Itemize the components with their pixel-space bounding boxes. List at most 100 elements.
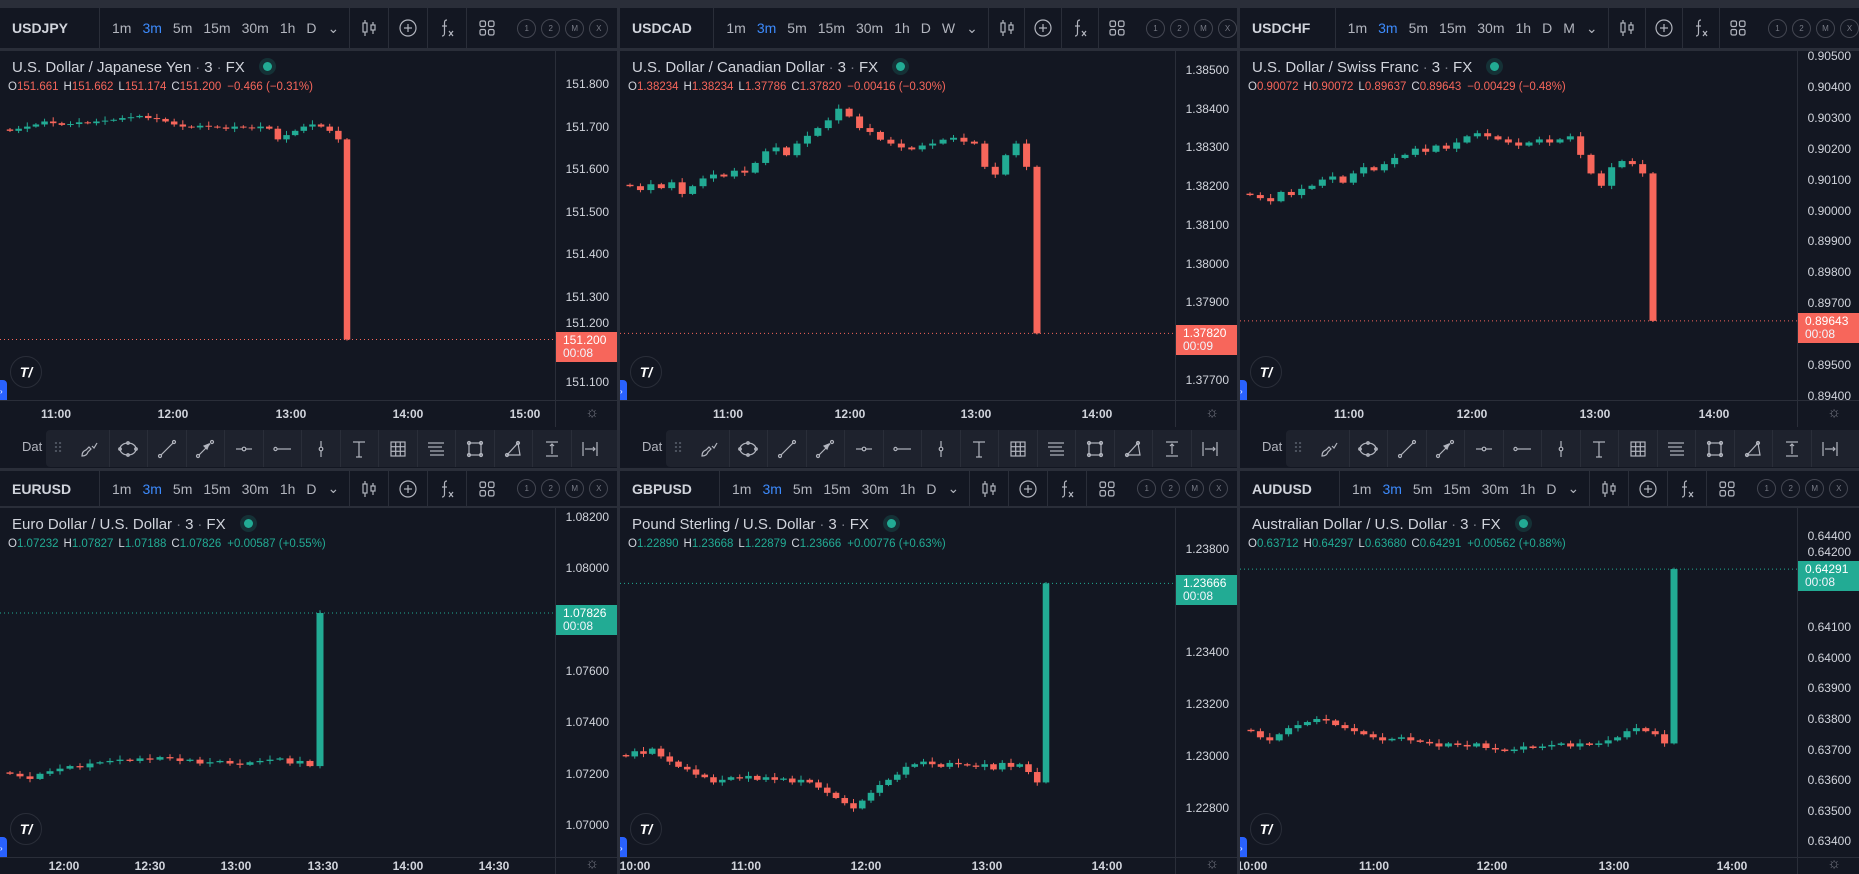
sync-button-2[interactable]: 2 (541, 479, 561, 498)
interval-15m[interactable]: 15m (823, 480, 851, 497)
expand-left-handle[interactable]: › (0, 837, 7, 857)
sync-button-m[interactable]: M (1805, 479, 1825, 498)
interval-30m[interactable]: 30m (241, 20, 269, 36)
symbol-search-button[interactable]: EURUSD (0, 471, 100, 506)
drag-handle-icon[interactable]: ⠿ (672, 440, 684, 456)
interval-D[interactable]: D (1542, 20, 1553, 36)
sync-button-2[interactable]: 2 (1792, 18, 1811, 38)
drawing-tool-gann-grid[interactable] (998, 430, 1037, 467)
interval-3m[interactable]: 3m (1378, 20, 1398, 36)
sync-button-1[interactable]: 1 (517, 479, 537, 498)
interval-3m[interactable]: 3m (142, 480, 162, 497)
drawing-tool-ellipse[interactable] (108, 430, 148, 467)
drawing-tool-gann-grid[interactable] (378, 430, 417, 467)
sync-button-2[interactable]: 2 (1781, 479, 1801, 498)
chart-type-button[interactable] (350, 8, 390, 48)
drawing-tool-horizontal-ray[interactable] (1464, 430, 1503, 467)
drawing-tool-vertical-line[interactable] (921, 430, 960, 467)
chevron-down-icon[interactable]: ⌄ (1567, 480, 1580, 496)
compare-button[interactable] (1646, 8, 1683, 48)
drawing-tool-horizontal-line[interactable] (262, 430, 302, 467)
interval-3m[interactable]: 3m (756, 20, 777, 36)
time-axis[interactable]: 11:00 12:00 13:00 14:00 ☼ (620, 400, 1237, 427)
chart-area[interactable]: U.S. Dollar / Canadian Dollar · 3 · FX O1.382… (620, 51, 1237, 400)
symbol-search-button[interactable]: USDJPY (0, 8, 100, 48)
time-axis[interactable]: 10:00 11:00 12:00 13:00 14:00 ☼ (620, 857, 1237, 874)
chart-settings-icon[interactable]: ☼ (585, 404, 599, 421)
chart-area[interactable]: Euro Dollar / U.S. Dollar · 3 · FX O1.07232 H1… (0, 508, 617, 857)
sync-button-1[interactable]: 1 (1146, 18, 1165, 38)
compare-button[interactable] (1025, 8, 1062, 48)
drawing-tool-horizontal-line[interactable] (882, 430, 922, 467)
interval-15m[interactable]: 15m (1443, 480, 1471, 497)
interval-1m[interactable]: 1m (112, 20, 132, 36)
expand-left-handle[interactable]: › (0, 380, 7, 400)
drawing-tool-vertical-line[interactable] (1541, 430, 1580, 467)
interval-1m[interactable]: 1m (732, 480, 752, 497)
indicators-button[interactable] (1683, 8, 1720, 48)
chart-type-button[interactable] (1590, 471, 1630, 506)
drawing-tool-triangle[interactable] (493, 430, 533, 467)
sync-button-1[interactable]: 1 (1768, 18, 1787, 38)
drawing-tool-arrow-line[interactable] (1425, 430, 1465, 467)
chart-settings-icon[interactable]: ☼ (1827, 404, 1841, 421)
tradingview-logo[interactable]: T/ (630, 813, 662, 845)
drawing-tool-date-range[interactable] (1190, 430, 1230, 467)
interval-30m[interactable]: 30m (855, 20, 884, 36)
layout-button[interactable] (1707, 471, 1746, 506)
drawing-tool-brush[interactable] (1310, 430, 1349, 467)
compare-button[interactable] (389, 471, 429, 506)
sync-button-2[interactable]: 2 (1161, 479, 1181, 498)
drawing-tool-price-range[interactable] (1772, 430, 1811, 467)
chevron-down-icon[interactable]: ⌄ (1585, 19, 1598, 36)
interval-3m[interactable]: 3m (142, 20, 162, 36)
price-axis[interactable]: 0.90500 0.90400 0.90300 0.90200 0.90100 0.900… (1797, 51, 1859, 400)
drawing-tool-horizontal-line[interactable] (1502, 430, 1542, 467)
interval-1m[interactable]: 1m (112, 480, 132, 497)
drawing-tool-rectangle[interactable] (1695, 430, 1734, 467)
chevron-down-icon[interactable]: ⌄ (966, 19, 978, 36)
chevron-down-icon[interactable]: ⌄ (327, 480, 340, 496)
sync-button-1[interactable]: 1 (517, 18, 537, 38)
candlestick-plot[interactable] (0, 508, 555, 857)
price-axis[interactable]: 1.23800 1.23400 1.23200 1.23000 1.22800 1.236… (1175, 508, 1237, 857)
tradingview-logo[interactable]: T/ (10, 813, 42, 845)
drag-handle-icon[interactable]: ⠿ (1292, 440, 1304, 456)
interval-30m[interactable]: 30m (1481, 480, 1509, 497)
interval-3m[interactable]: 3m (762, 480, 782, 497)
drawing-tool-horizontal-ray[interactable] (844, 430, 883, 467)
date-range-label[interactable]: Dat (1262, 439, 1283, 454)
sync-button-x[interactable]: X (589, 479, 609, 498)
interval-D[interactable]: D (926, 480, 937, 497)
drawing-tool-parallel-channel[interactable] (1036, 430, 1076, 467)
candlestick-plot[interactable] (620, 508, 1175, 857)
interval-1h[interactable]: 1h (1519, 480, 1536, 497)
layout-button[interactable] (1720, 8, 1757, 48)
date-range-label[interactable]: Dat (22, 439, 43, 454)
sync-button-2[interactable]: 2 (1170, 18, 1189, 38)
drawing-tool-gann-grid[interactable] (1618, 430, 1657, 467)
candlestick-plot[interactable] (620, 51, 1175, 400)
price-axis[interactable]: 1.38500 1.38400 1.38300 1.38200 1.38100 1.380… (1175, 51, 1237, 400)
price-axis[interactable]: 1.08200 1.08000 1.07600 1.07400 1.07200 1.070… (555, 508, 617, 857)
interval-1m[interactable]: 1m (1352, 480, 1372, 497)
compare-button[interactable] (1009, 471, 1049, 506)
drawing-tool-vertical-line[interactable] (301, 430, 340, 467)
chart-area[interactable]: U.S. Dollar / Swiss Franc · 3 · FX O0.90072 H0… (1240, 51, 1859, 400)
drawing-tool-triangle[interactable] (1733, 430, 1773, 467)
layout-button[interactable] (1087, 471, 1126, 506)
drawing-tool-rectangle[interactable] (455, 430, 494, 467)
sync-button-x[interactable]: X (1209, 479, 1229, 498)
interval-5m[interactable]: 5m (792, 480, 813, 497)
layout-button[interactable] (467, 8, 506, 48)
interval-30m[interactable]: 30m (861, 480, 889, 497)
drawing-tool-brush[interactable] (690, 430, 729, 467)
layout-button[interactable] (1099, 8, 1135, 48)
indicators-button[interactable] (1668, 471, 1708, 506)
drawing-tool-parallel-channel[interactable] (1656, 430, 1696, 467)
interval-1h[interactable]: 1h (899, 480, 916, 497)
interval-D[interactable]: D (1546, 480, 1557, 497)
drawing-tool-rectangle[interactable] (1075, 430, 1114, 467)
interval-5m[interactable]: 5m (1408, 20, 1429, 36)
interval-15m[interactable]: 15m (203, 20, 231, 36)
